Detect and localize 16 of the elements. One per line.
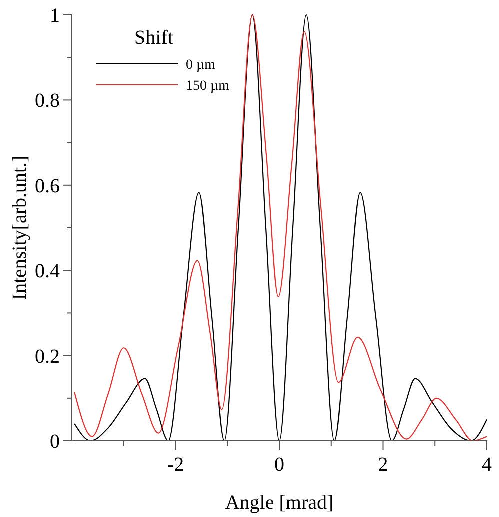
legend-title: Shift (134, 27, 174, 49)
x-axis-title: Angle [mrad] (225, 492, 334, 514)
y-tick-label: 0.4 (35, 260, 60, 283)
y-tick-label: 0 (50, 431, 60, 453)
x-tick-label: 4 (482, 454, 492, 476)
y-tick-label: 0.6 (35, 175, 60, 198)
x-tick-label: 2 (378, 454, 388, 476)
y-axis-title: Intensity[arb.unt.] (9, 156, 31, 300)
text: 0 µm (186, 58, 216, 73)
y-tick-label: 0.2 (35, 346, 60, 368)
x-tick-label: 0 (274, 454, 284, 476)
line-series (74, 14, 488, 442)
series-label: 150 µm (186, 79, 230, 94)
x-tick-label: -2 (167, 454, 184, 476)
y-tick-label: 1 (50, 5, 60, 27)
y-tick-label: 0.8 (35, 90, 60, 112)
